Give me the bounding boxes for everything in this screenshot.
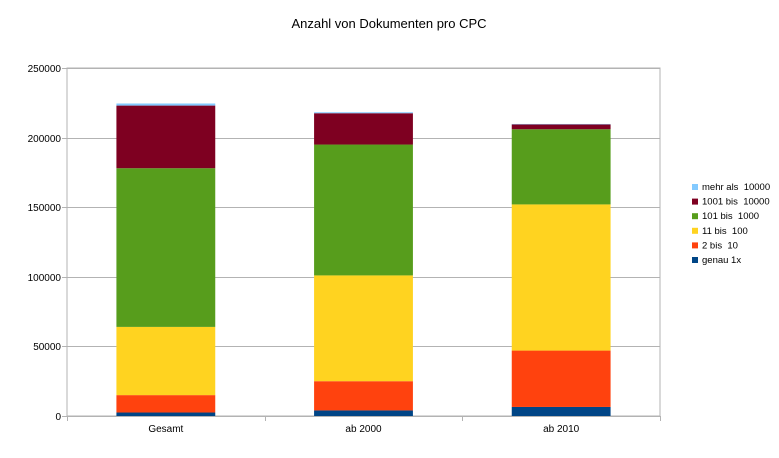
legend-label: 2 bis 10 — [702, 240, 738, 251]
bar-segment — [511, 204, 611, 351]
y-tick-label: 50000 — [33, 342, 61, 353]
y-tick-label: 150000 — [28, 203, 62, 214]
bars — [116, 103, 611, 416]
bar-segment — [314, 410, 413, 416]
legend-swatch — [692, 227, 698, 234]
y-tick-label: 250000 — [28, 64, 62, 75]
bar-segment — [116, 412, 216, 416]
bar-segment — [511, 406, 611, 416]
x-tick-label: Gesamt — [148, 424, 183, 435]
bar-segment — [116, 326, 216, 396]
bar-segment — [314, 381, 413, 411]
legend-label: 101 bis 1000 — [702, 211, 759, 222]
x-tick-label: ab 2000 — [345, 424, 382, 435]
legend-label: mehr als 10000 — [702, 182, 770, 193]
chart-title: Anzahl von Dokumenten pro CPC — [291, 16, 486, 31]
bar-segment — [314, 112, 413, 114]
bar-segment — [116, 105, 216, 169]
y-tick-label: 100000 — [28, 273, 62, 284]
legend-label: genau 1x — [702, 255, 741, 266]
bar-segment — [511, 129, 611, 205]
axes: 0 50000 100000 150000 200000 250000 Gesamt ab 2… — [28, 64, 661, 435]
legend-swatch — [692, 184, 698, 190]
bar-segment — [314, 144, 413, 276]
legend: mehr als 10000 1001 bis 10000 101 bis 1000… — [692, 182, 770, 266]
bar-segment — [116, 103, 216, 106]
bar-segment — [116, 395, 216, 413]
legend-swatch — [692, 213, 698, 220]
bar-segment — [511, 124, 611, 130]
legend-label: 11 bis 100 — [702, 226, 748, 237]
bar-segment — [116, 168, 216, 327]
y-tick-label: 200000 — [28, 134, 62, 145]
legend-label: 1001 bis 10000 — [702, 197, 770, 208]
bar-segment — [511, 350, 611, 407]
legend-swatch — [692, 198, 698, 205]
y-tick-label: 0 — [55, 412, 61, 423]
x-tick-label: ab 2010 — [543, 424, 580, 435]
legend-swatch — [692, 242, 698, 249]
bar-segment — [314, 275, 413, 382]
legend-swatch — [692, 257, 698, 263]
bar-segment — [314, 113, 413, 145]
